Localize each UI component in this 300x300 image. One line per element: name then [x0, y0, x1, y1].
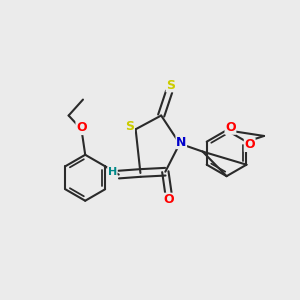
- Text: O: O: [225, 121, 236, 134]
- Text: N: N: [176, 136, 187, 148]
- Text: O: O: [163, 193, 174, 206]
- Text: S: S: [166, 79, 175, 92]
- Text: H: H: [108, 167, 117, 177]
- Text: S: S: [125, 120, 134, 133]
- Text: O: O: [244, 138, 255, 152]
- Text: O: O: [76, 122, 87, 134]
